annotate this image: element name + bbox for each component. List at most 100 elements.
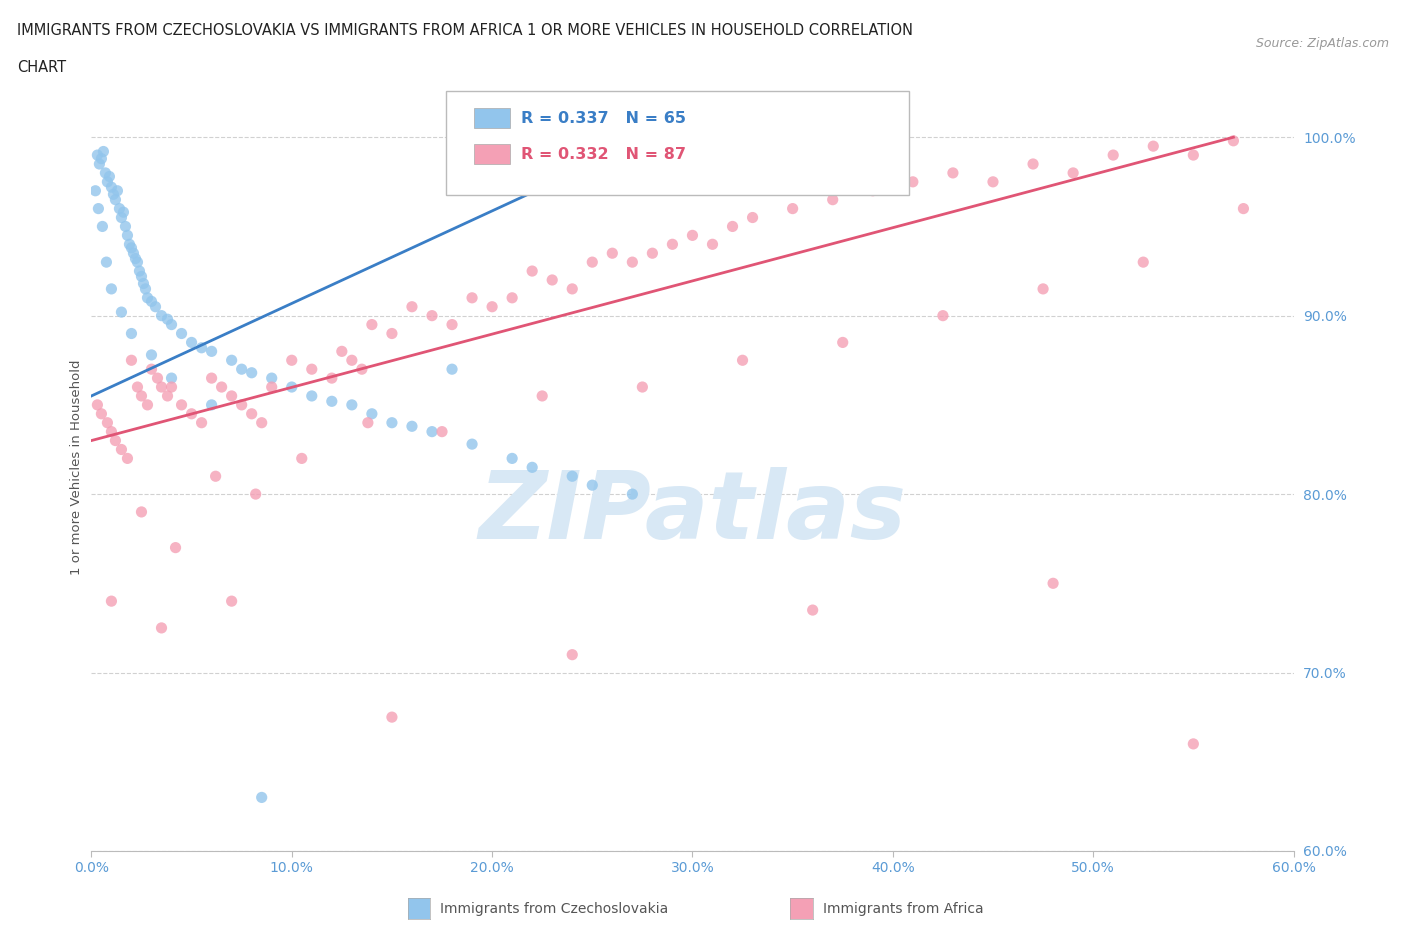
Point — [136, 290, 159, 305]
Point — [160, 379, 183, 394]
Point — [96, 416, 118, 431]
Point — [681, 228, 703, 243]
Point — [461, 290, 484, 305]
Point — [121, 326, 143, 341]
Point — [160, 371, 183, 386]
Point — [150, 620, 173, 635]
Point — [131, 504, 153, 519]
Point — [602, 246, 624, 260]
Point — [430, 424, 453, 439]
Point — [1022, 156, 1045, 171]
Point — [145, 299, 167, 314]
Point — [360, 317, 382, 332]
Point — [117, 228, 139, 243]
Point — [134, 282, 156, 297]
Text: R = 0.332   N = 87: R = 0.332 N = 87 — [520, 147, 686, 162]
Point — [501, 290, 523, 305]
Point — [330, 344, 353, 359]
Point — [420, 308, 443, 323]
Point — [821, 193, 844, 207]
Point — [401, 418, 423, 433]
Point — [122, 246, 145, 260]
Point — [91, 219, 114, 233]
Point — [641, 246, 664, 260]
Point — [245, 486, 267, 501]
Point — [124, 251, 146, 266]
Point — [321, 371, 343, 386]
Point — [98, 169, 121, 184]
Point — [260, 371, 283, 386]
Text: IMMIGRANTS FROM CZECHOSLOVAKIA VS IMMIGRANTS FROM AFRICA 1 OR MORE VEHICLES IN H: IMMIGRANTS FROM CZECHOSLOVAKIA VS IMMIGR… — [17, 23, 912, 38]
Point — [128, 263, 150, 278]
Text: Immigrants from Africa: Immigrants from Africa — [823, 901, 983, 916]
Point — [87, 201, 110, 216]
Point — [127, 255, 149, 270]
Point — [86, 148, 108, 163]
Point — [240, 365, 263, 380]
Point — [170, 326, 193, 341]
Point — [96, 255, 118, 270]
Point — [89, 156, 111, 171]
Point — [131, 389, 153, 404]
Point — [631, 379, 654, 394]
Point — [281, 352, 304, 367]
Point — [621, 255, 644, 270]
Point — [520, 460, 543, 475]
Point — [1222, 133, 1244, 148]
Point — [141, 294, 163, 309]
Point — [301, 362, 323, 377]
Point — [721, 219, 744, 233]
Point — [170, 397, 193, 412]
Point — [150, 379, 173, 394]
Point — [201, 344, 224, 359]
Point — [117, 451, 139, 466]
Point — [520, 263, 543, 278]
FancyBboxPatch shape — [446, 91, 908, 195]
Point — [131, 269, 153, 284]
Point — [501, 451, 523, 466]
Point — [110, 305, 132, 320]
Point — [211, 379, 233, 394]
Point — [321, 394, 343, 409]
Point — [165, 540, 187, 555]
Point — [250, 790, 273, 804]
Point — [93, 144, 115, 159]
Point — [561, 469, 583, 484]
Point — [96, 175, 118, 190]
Y-axis label: 1 or more Vehicles in Household: 1 or more Vehicles in Household — [70, 360, 83, 575]
Point — [204, 469, 226, 484]
Point — [981, 175, 1004, 190]
Point — [702, 237, 724, 252]
Point — [461, 437, 484, 452]
Text: R = 0.337   N = 65: R = 0.337 N = 65 — [520, 111, 686, 126]
Point — [221, 389, 243, 404]
Point — [141, 348, 163, 363]
Point — [110, 210, 132, 225]
Point — [1042, 576, 1064, 591]
Point — [127, 379, 149, 394]
Point — [1142, 139, 1164, 153]
Point — [231, 362, 253, 377]
Point — [381, 416, 404, 431]
Point — [94, 166, 117, 180]
Text: Source: ZipAtlas.com: Source: ZipAtlas.com — [1256, 37, 1389, 50]
Point — [250, 416, 273, 431]
Bar — [474, 108, 510, 128]
Point — [932, 308, 955, 323]
Text: Immigrants from Czechoslovakia: Immigrants from Czechoslovakia — [440, 901, 668, 916]
Point — [221, 352, 243, 367]
Point — [731, 352, 754, 367]
Point — [1102, 148, 1125, 163]
Point — [1032, 282, 1054, 297]
Point — [90, 152, 112, 166]
Point — [160, 317, 183, 332]
Point — [581, 478, 603, 493]
Bar — [474, 144, 510, 165]
Point — [150, 308, 173, 323]
Point — [782, 201, 804, 216]
Point — [1232, 201, 1254, 216]
Point — [201, 371, 224, 386]
Point — [561, 282, 583, 297]
Point — [112, 205, 135, 219]
Point — [561, 647, 583, 662]
